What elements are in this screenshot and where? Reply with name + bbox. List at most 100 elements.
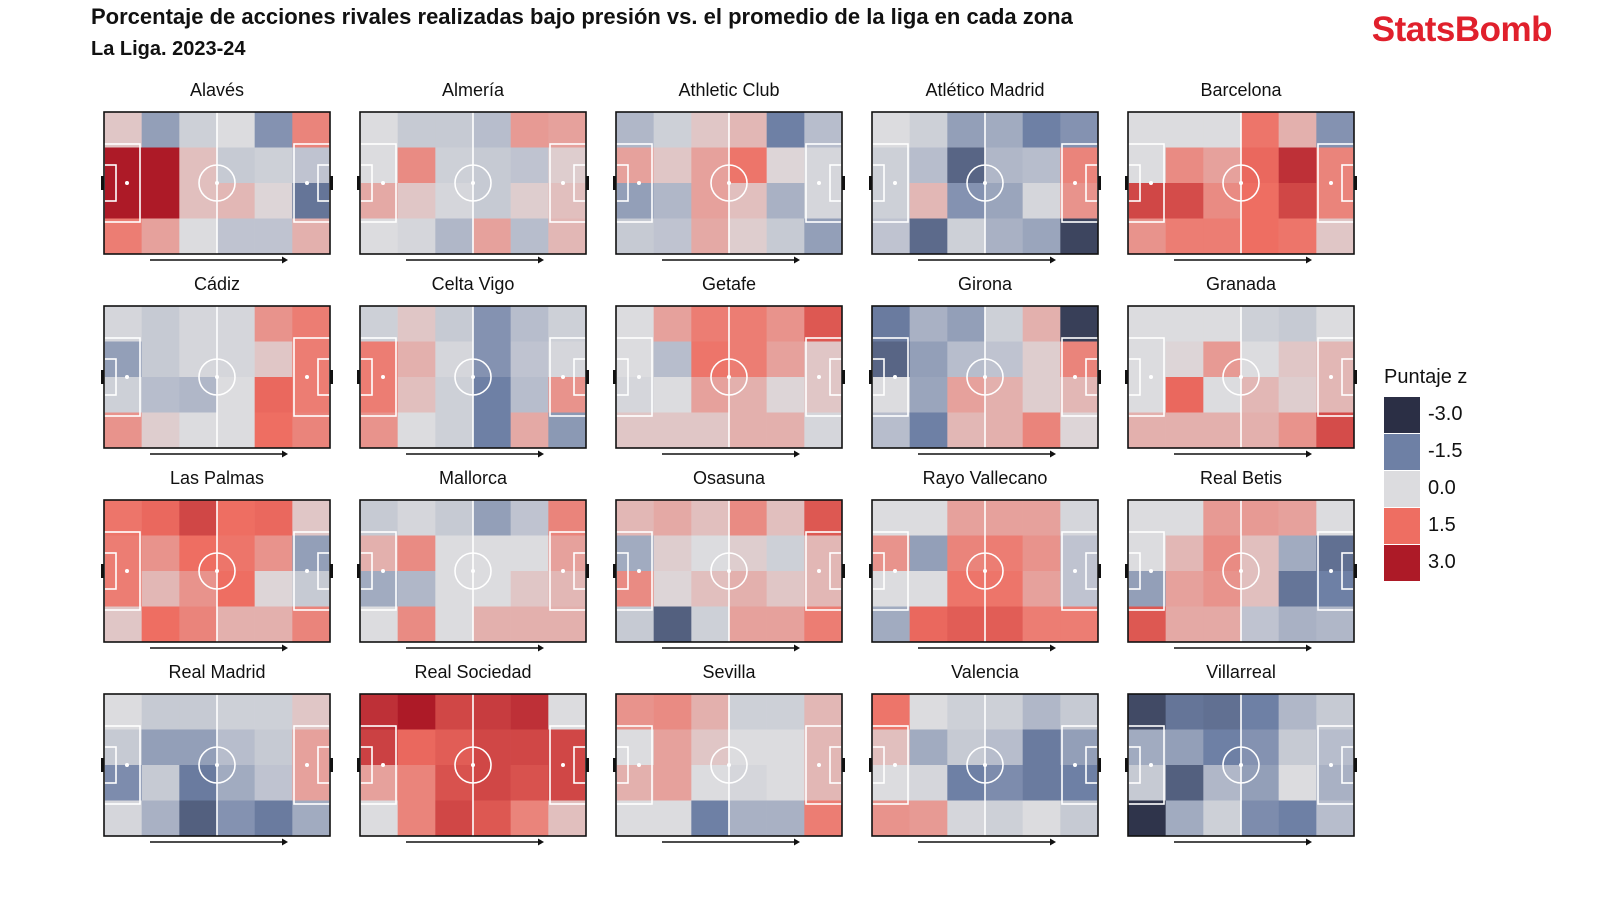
zone-cell: [141, 800, 180, 837]
zone-cell: [1241, 218, 1279, 255]
center-spot: [1239, 375, 1243, 379]
zone-cell: [1165, 729, 1204, 766]
penalty-spot-left: [1149, 375, 1153, 379]
zone-cell: [548, 800, 587, 837]
zone-cell: [1022, 112, 1061, 148]
penalty-spot-left: [637, 569, 641, 573]
zone-cell: [1203, 306, 1242, 342]
zone-cell: [1022, 306, 1061, 342]
zone-cell: [104, 606, 142, 643]
zone-cell: [985, 183, 1023, 219]
zone-cell: [1241, 571, 1279, 607]
zone-cell: [985, 800, 1023, 837]
center-spot: [983, 181, 987, 185]
zone-cell: [1203, 500, 1242, 536]
zone-cell: [435, 218, 474, 255]
zone-cell: [435, 765, 474, 801]
zone-cell: [179, 694, 218, 730]
zone-cell: [397, 606, 436, 643]
goal-right: [842, 758, 845, 772]
arrow-head: [794, 450, 800, 458]
zone-cell: [510, 412, 549, 449]
zone-cell: [1278, 571, 1317, 607]
penalty-spot-left: [125, 569, 129, 573]
zone-cell: [985, 500, 1023, 536]
zone-cell: [360, 800, 398, 837]
zone-cell: [473, 306, 511, 342]
team-panel: Real Betis: [1121, 468, 1361, 663]
legend-label: -1.5: [1428, 440, 1463, 462]
arrow-head: [1306, 644, 1312, 652]
zone-cell: [691, 694, 730, 730]
team-panel: Athletic Club: [609, 80, 849, 275]
center-spot: [727, 181, 731, 185]
zone-cell: [653, 112, 692, 148]
zone-cell: [653, 218, 692, 255]
zone-cell: [397, 729, 436, 766]
zone-cell: [766, 377, 805, 413]
zone-cell: [947, 306, 986, 342]
goal-right: [842, 564, 845, 578]
team-name: Real Sociedad: [414, 662, 532, 682]
zone-cell: [1165, 800, 1204, 837]
arrow-head: [538, 838, 544, 846]
arrow-head: [538, 450, 544, 458]
zone-cell: [217, 183, 255, 219]
legend-swatch: [1384, 545, 1420, 581]
zone-cell: [804, 800, 843, 837]
zone-cell: [1165, 500, 1204, 536]
zone-cell: [473, 694, 511, 730]
zone-cell: [729, 377, 767, 413]
team-name: Girona: [957, 274, 1013, 294]
zone-cell: [1203, 571, 1242, 607]
zone-cell: [766, 571, 805, 607]
center-spot: [1239, 763, 1243, 767]
zone-cell: [653, 571, 692, 607]
goal-right: [1098, 176, 1101, 190]
team-name: Cádiz: [193, 274, 241, 294]
team-panel: Getafe: [609, 274, 849, 469]
zone-cell: [217, 571, 255, 607]
zone-cell: [616, 218, 654, 255]
goal-right: [330, 176, 333, 190]
arrow-head: [794, 256, 800, 264]
zone-cell: [141, 112, 180, 148]
zone-cell: [691, 800, 730, 837]
color-legend: Puntaje z -3.0 -1.5 0.0 1.5 3.0: [1384, 366, 1467, 582]
penalty-spot-right: [817, 763, 821, 767]
zone-cell: [360, 306, 398, 342]
zone-cell: [1241, 112, 1279, 148]
zone-cell: [1316, 306, 1355, 342]
zone-cell: [397, 341, 436, 378]
zone-cell: [766, 341, 805, 378]
zone-cell: [1165, 377, 1204, 413]
zone-cell: [1022, 377, 1061, 413]
arrow-head: [1050, 450, 1056, 458]
zone-cell: [473, 765, 511, 801]
zone-cell: [653, 535, 692, 572]
zone-cell: [1128, 112, 1166, 148]
zone-cell: [1165, 694, 1204, 730]
zone-cell: [909, 571, 948, 607]
pitch-heatmap: [869, 693, 1101, 846]
penalty-spot-right: [305, 569, 309, 573]
team-name: Real Betis: [1199, 468, 1283, 488]
penalty-spot-right: [305, 181, 309, 185]
zone-cell: [1128, 306, 1166, 342]
zone-cell: [1165, 341, 1204, 378]
zone-cell: [653, 377, 692, 413]
zone-cell: [435, 306, 474, 342]
zone-cell: [1022, 606, 1061, 643]
penalty-spot-left: [637, 763, 641, 767]
zone-cell: [217, 306, 255, 342]
zone-cell: [653, 306, 692, 342]
center-circle: [710, 164, 748, 202]
zone-cell: [217, 500, 255, 536]
zone-cell: [397, 535, 436, 572]
zone-cell: [1241, 800, 1279, 837]
zone-cell: [1165, 306, 1204, 342]
team-panel: Granada: [1121, 274, 1361, 469]
zone-cell: [691, 765, 730, 801]
goal-left: [1125, 176, 1128, 190]
zone-cell: [1278, 412, 1317, 449]
